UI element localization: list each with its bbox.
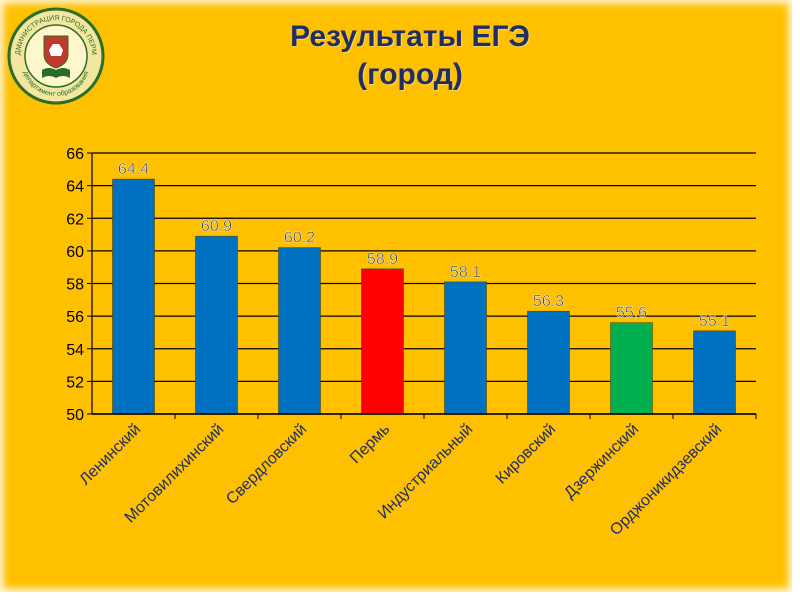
bar bbox=[693, 330, 736, 415]
bar bbox=[444, 281, 487, 415]
bar bbox=[278, 247, 321, 415]
bar bbox=[195, 235, 238, 415]
bar-value-label: 55.6 bbox=[616, 305, 647, 322]
y-tick-label: 58 bbox=[66, 277, 84, 294]
bar-value-label: 60.9 bbox=[201, 218, 232, 235]
x-category-label: Дзержинский bbox=[561, 421, 642, 502]
bar bbox=[610, 322, 653, 415]
y-tick-label: 56 bbox=[66, 309, 84, 326]
bar bbox=[112, 178, 155, 415]
bear-icon bbox=[49, 44, 63, 56]
city-emblem-logo: АДМИНИСТРАЦИЯ ГОРОДА ПЕРМИ департамент о… bbox=[6, 6, 105, 105]
bar-value-label: 60.2 bbox=[284, 230, 315, 247]
bar-value-label: 56.3 bbox=[533, 293, 564, 310]
slide-title: Результаты ЕГЭ (город) bbox=[250, 18, 570, 94]
bar-value-label: 58.9 bbox=[367, 251, 398, 268]
bar-value-label: 64.4 bbox=[118, 161, 149, 178]
y-tick-label: 64 bbox=[66, 179, 84, 196]
x-category-label: Ленинский bbox=[77, 421, 145, 489]
y-tick-label: 66 bbox=[66, 146, 84, 163]
bar-value-label: 55.1 bbox=[699, 313, 730, 330]
y-tick-label: 52 bbox=[66, 374, 84, 391]
x-category-label: Пермь bbox=[347, 421, 393, 467]
x-category-label: Кировский bbox=[493, 421, 560, 488]
y-tick-label: 50 bbox=[66, 407, 84, 424]
x-category-label: Свердловский bbox=[223, 421, 310, 508]
slide-title-line2: (город) bbox=[357, 58, 463, 91]
bar bbox=[527, 310, 570, 415]
bar-value-label: 58.1 bbox=[450, 264, 481, 281]
y-tick-label: 60 bbox=[66, 244, 84, 261]
book-icon bbox=[42, 68, 70, 78]
y-tick-label: 54 bbox=[66, 342, 84, 359]
bar bbox=[361, 268, 404, 415]
slide-title-line1: Результаты ЕГЭ bbox=[290, 20, 530, 53]
y-tick-label: 62 bbox=[66, 211, 84, 228]
